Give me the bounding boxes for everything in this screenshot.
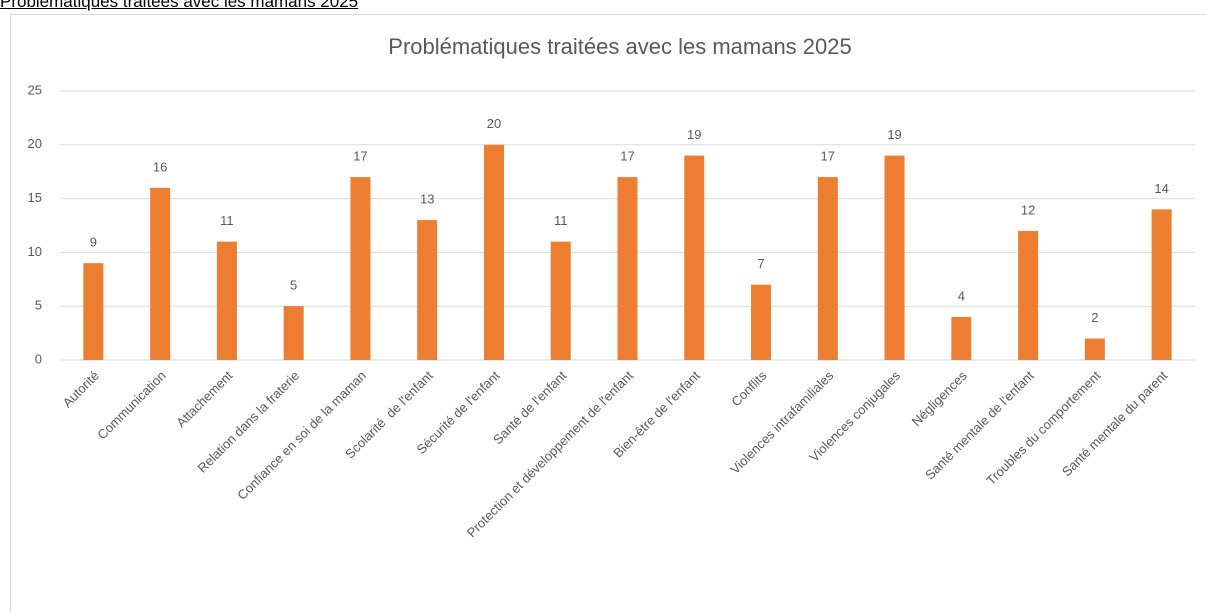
bar — [951, 316, 972, 360]
bar — [617, 177, 638, 360]
chart-title: Problématiques traitées avec les mamans … — [388, 34, 851, 59]
data-label: 16 — [153, 159, 167, 174]
bar — [684, 155, 705, 360]
bar — [83, 263, 104, 360]
y-tick-label: 5 — [35, 298, 42, 313]
bar — [1151, 209, 1172, 360]
y-tick-label: 25 — [28, 82, 42, 97]
y-tick-label: 10 — [28, 244, 42, 259]
bar — [1018, 230, 1039, 360]
data-label: 11 — [554, 213, 568, 228]
data-label: 12 — [1021, 202, 1035, 217]
data-label: 9 — [90, 235, 97, 250]
data-label: 17 — [353, 149, 367, 164]
chart-border — [10, 14, 1206, 613]
data-label: 19 — [687, 127, 701, 142]
data-label: 11 — [220, 213, 234, 228]
bar — [216, 241, 237, 360]
bar — [483, 144, 504, 360]
data-label: 5 — [290, 278, 297, 293]
bar — [817, 177, 838, 360]
bar — [884, 155, 905, 360]
data-label: 17 — [620, 149, 634, 164]
y-tick-label: 0 — [35, 351, 42, 366]
bar — [751, 284, 772, 360]
bar — [1084, 338, 1105, 360]
data-label: 20 — [487, 116, 501, 131]
data-label: 13 — [420, 192, 434, 207]
data-label: 19 — [887, 127, 901, 142]
bar — [550, 241, 571, 360]
bar — [150, 187, 171, 360]
data-label: 14 — [1154, 181, 1168, 196]
data-label: 2 — [1091, 310, 1098, 325]
y-tick-label: 15 — [28, 190, 42, 205]
bar — [350, 177, 371, 360]
y-tick-label: 20 — [28, 136, 42, 151]
bar — [417, 220, 438, 360]
header-link[interactable]: Problématiques traitées avec les mamans … — [0, 0, 359, 11]
bar — [283, 306, 304, 360]
data-label: 17 — [821, 149, 835, 164]
data-label: 4 — [958, 288, 965, 303]
data-label: 7 — [757, 256, 764, 271]
